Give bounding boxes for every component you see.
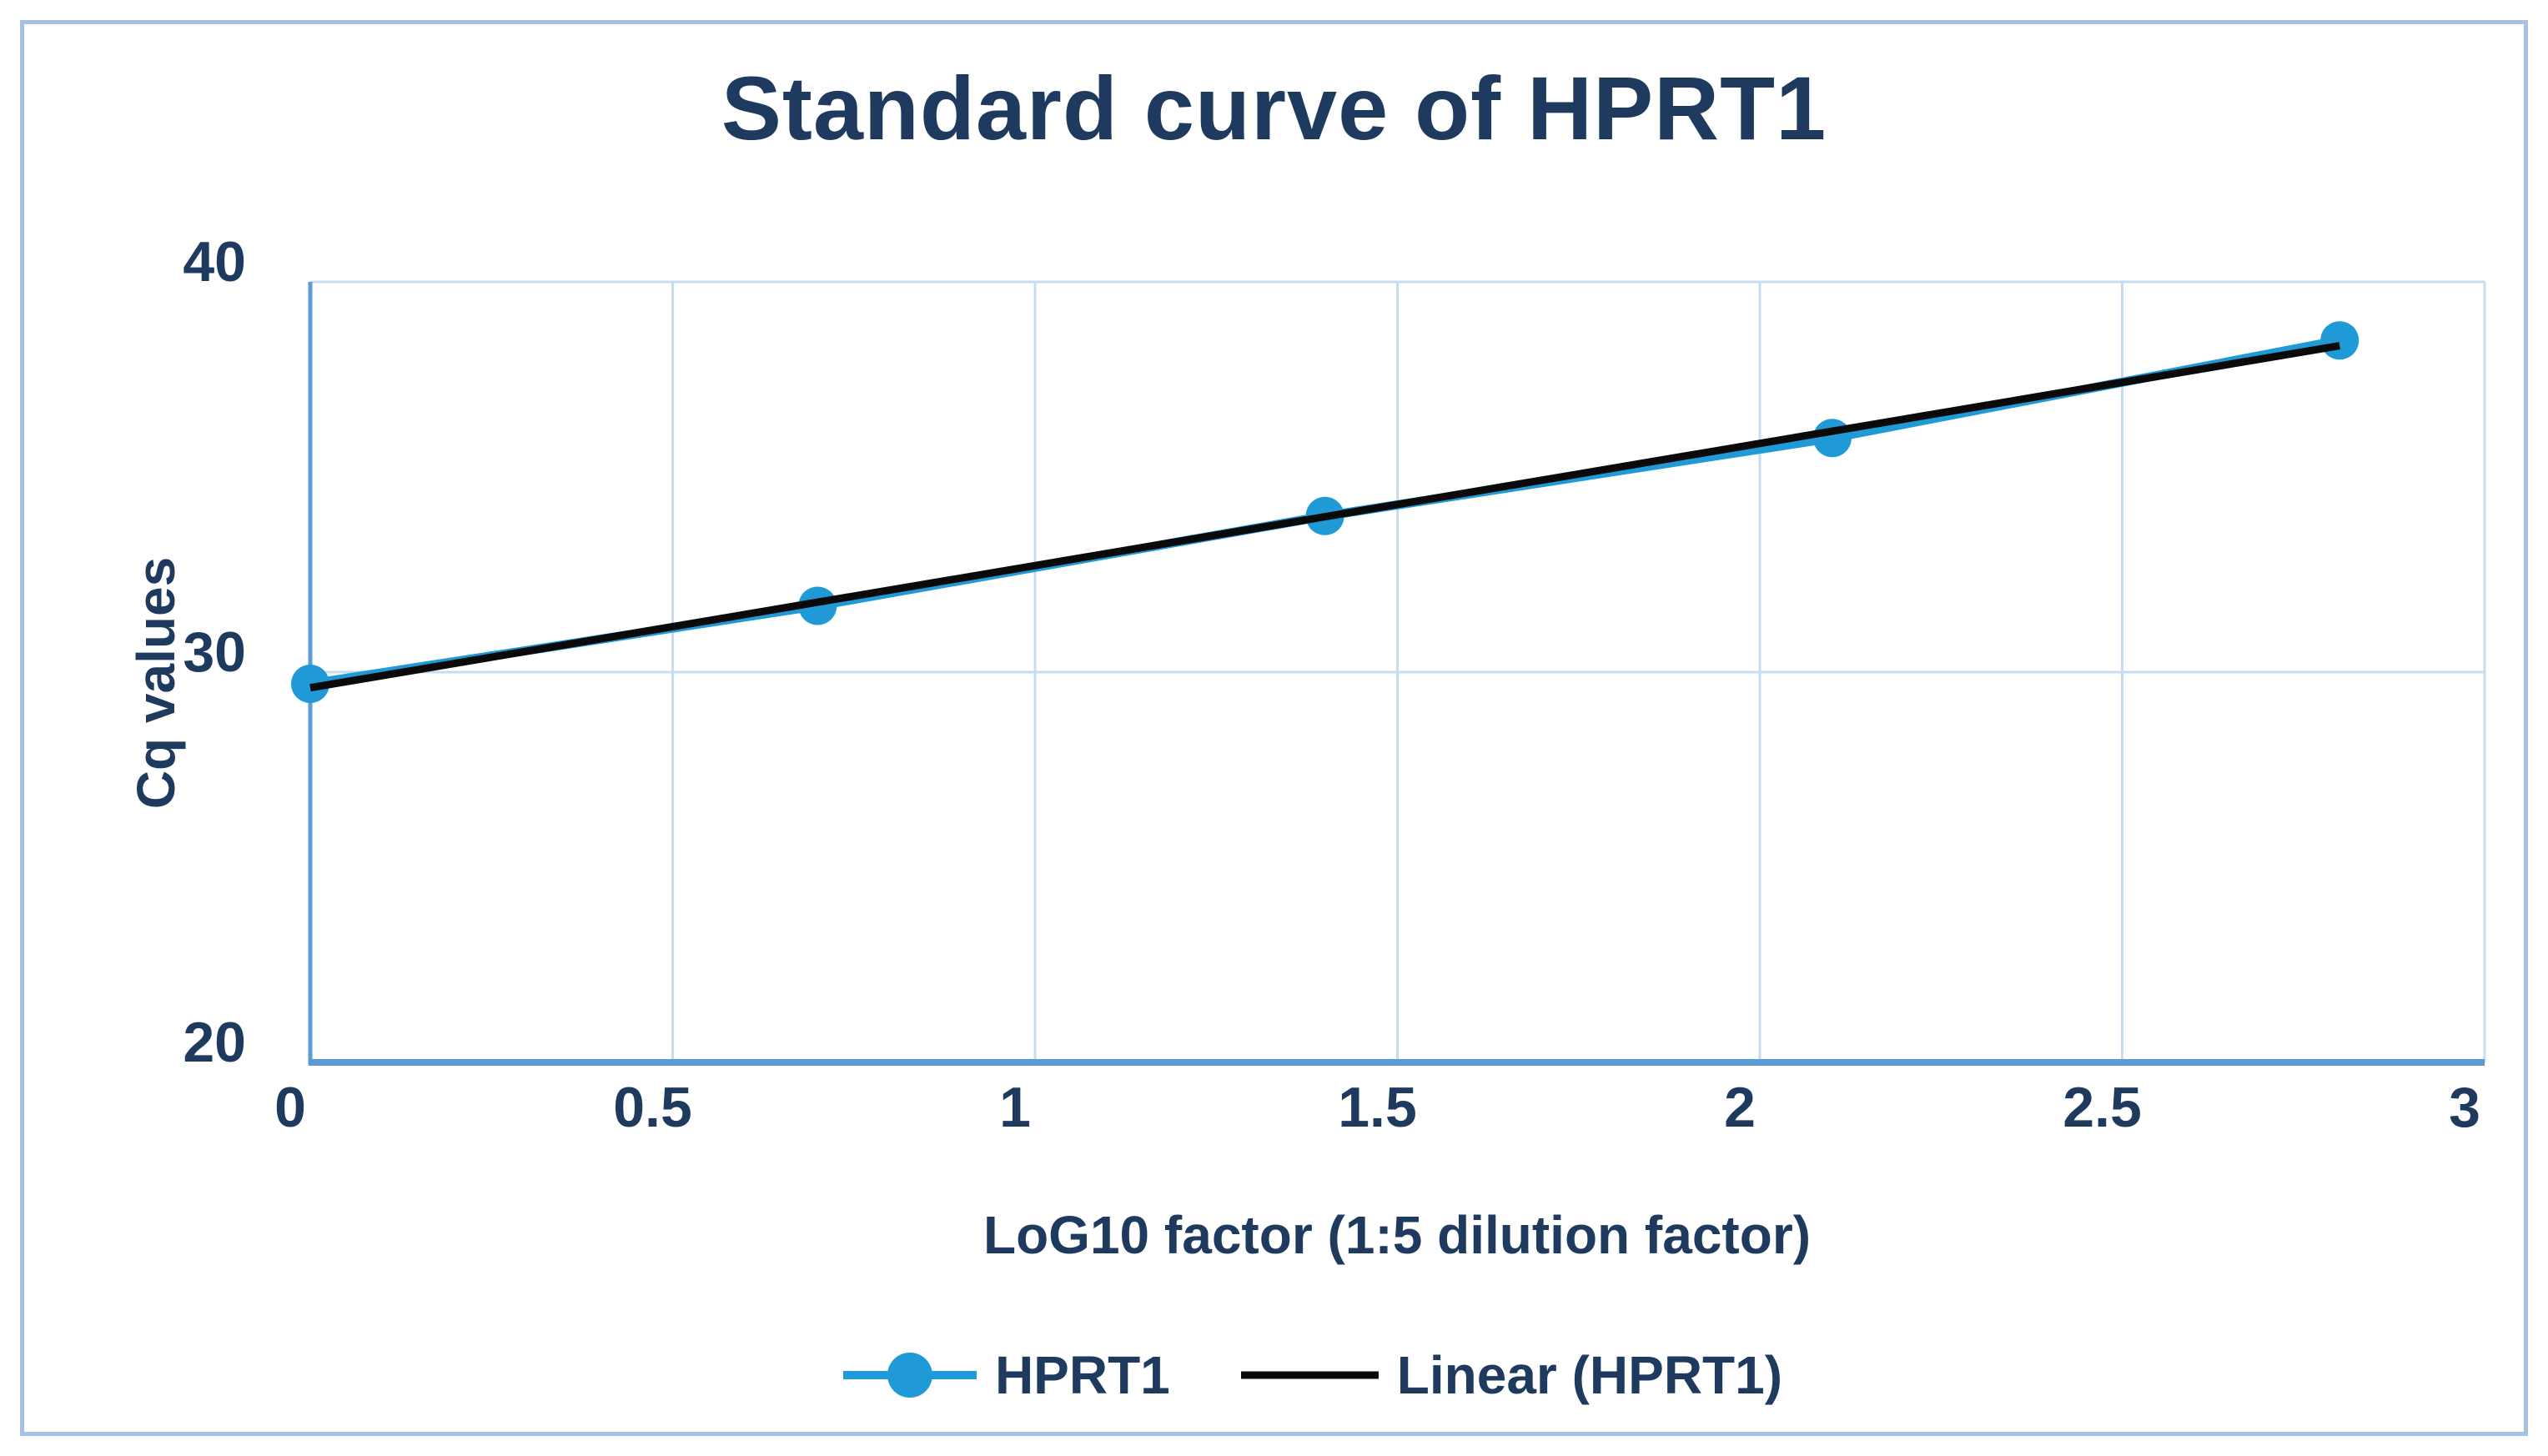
y-tick-label: 30 bbox=[183, 620, 246, 684]
x-tick-label: 2 bbox=[1724, 1076, 1756, 1139]
legend-item-hprt1: HPRT1 bbox=[842, 1344, 1170, 1406]
chart-legend: HPRT1 Linear (HPRT1) bbox=[842, 1344, 1783, 1406]
x-tick-label: 1 bbox=[999, 1076, 1031, 1139]
x-tick-label: 3 bbox=[2449, 1076, 2480, 1139]
hprt1-data-point bbox=[2320, 321, 2360, 360]
x-tick-label: 0 bbox=[274, 1076, 306, 1139]
chart-title: Standard curve of HPRT1 bbox=[721, 58, 1827, 158]
chart-card: Standard curve of HPRT1 20 30 40 0 0.5 1 1.5 2 2… bbox=[20, 20, 2528, 1436]
x-tick-label: 1.5 bbox=[1338, 1076, 1417, 1139]
hprt1-data-point bbox=[1812, 419, 1852, 458]
series-marker-icon bbox=[842, 1353, 977, 1398]
data-series bbox=[291, 321, 2360, 704]
y-tick-label: 40 bbox=[183, 230, 246, 294]
plot-area bbox=[291, 280, 2486, 1066]
gridlines bbox=[310, 280, 2486, 1062]
hprt1-data-point bbox=[291, 665, 329, 704]
trendline-icon bbox=[1240, 1371, 1379, 1379]
legend-label-hprt1: HPRT1 bbox=[994, 1345, 1170, 1405]
x-tick-label: 2.5 bbox=[2063, 1076, 2142, 1139]
y-tick-label: 20 bbox=[183, 1011, 246, 1074]
linear-trendline bbox=[309, 342, 2340, 692]
y-axis-title: Cq values bbox=[126, 556, 186, 810]
legend-label-linear: Linear (HPRT1) bbox=[1396, 1345, 1783, 1405]
legend-item-linear: Linear (HPRT1) bbox=[1240, 1344, 1783, 1406]
x-axis-title: LoG10 factor (1:5 dilution factor) bbox=[983, 1205, 1812, 1265]
x-tick-label: 0.5 bbox=[613, 1076, 692, 1139]
